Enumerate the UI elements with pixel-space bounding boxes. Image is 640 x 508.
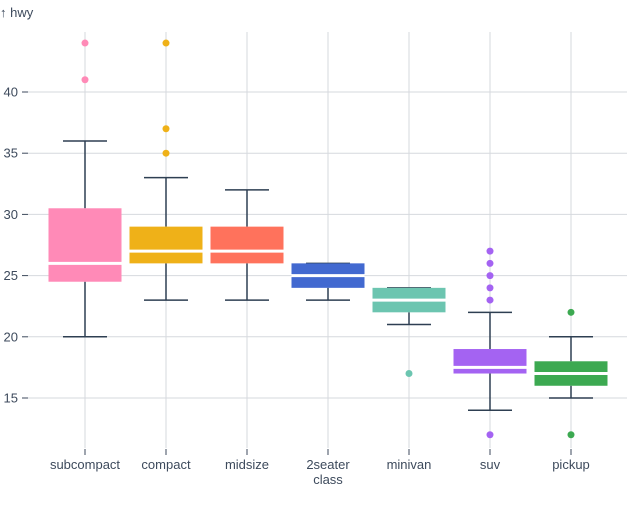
x-tick-label: midsize — [225, 457, 269, 472]
outlier-point — [486, 272, 494, 280]
outlier-point — [162, 39, 170, 47]
x-tick-label: compact — [141, 457, 191, 472]
box-suv — [453, 349, 527, 374]
y-tick-label: 40 — [4, 85, 18, 100]
x-axis: subcompact compact midsize 2seater minivan su… — [50, 449, 590, 472]
outlier-point — [567, 431, 575, 439]
boxes — [48, 39, 608, 439]
y-axis-label: ↑ hwy — [0, 5, 34, 20]
outlier-point — [81, 39, 89, 47]
y-tick-label: 20 — [4, 329, 18, 344]
outlier-point — [405, 370, 413, 378]
outlier-point — [486, 296, 494, 304]
outlier-point — [486, 431, 494, 439]
outlier-point — [486, 284, 494, 292]
outlier-point — [162, 125, 170, 133]
box-subcompact — [48, 208, 122, 282]
outlier-point — [81, 76, 89, 84]
outlier-point — [567, 308, 575, 316]
outlier-point — [486, 259, 494, 267]
x-tick-label: subcompact — [50, 457, 120, 472]
box-compact — [129, 226, 203, 264]
y-tick-label: 25 — [4, 268, 18, 283]
x-axis-label: class — [313, 472, 343, 487]
y-tick-label: 35 — [4, 146, 18, 161]
outlier-point — [486, 247, 494, 255]
x-tick-label: minivan — [387, 457, 432, 472]
y-tick-label: 30 — [4, 207, 18, 222]
box-midsize — [210, 226, 284, 264]
y-tick-label: 15 — [4, 391, 18, 406]
x-tick-label: suv — [480, 457, 501, 472]
outlier-point — [162, 149, 170, 157]
x-tick-label: 2seater — [306, 457, 350, 472]
x-tick-label: pickup — [552, 457, 590, 472]
y-axis: 15 20 25 30 35 40 — [4, 85, 28, 406]
